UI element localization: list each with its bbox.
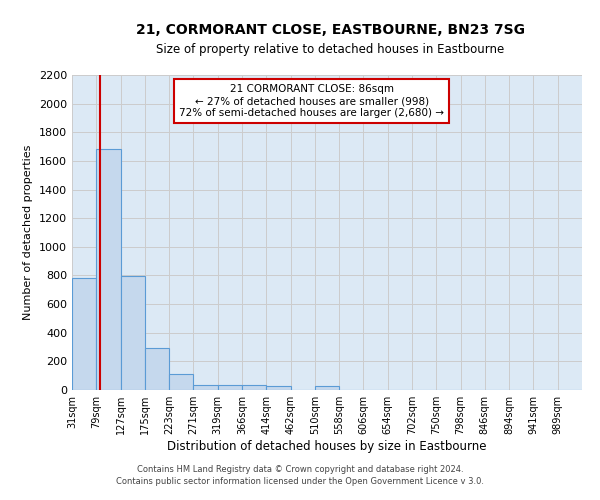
- Text: Contains HM Land Registry data © Crown copyright and database right 2024.: Contains HM Land Registry data © Crown c…: [137, 466, 463, 474]
- Y-axis label: Number of detached properties: Number of detached properties: [23, 145, 34, 320]
- Bar: [121, 276, 145, 390]
- Text: Contains public sector information licensed under the Open Government Licence v : Contains public sector information licen…: [116, 477, 484, 486]
- Bar: [96, 150, 121, 390]
- Bar: [242, 386, 266, 390]
- Text: Size of property relative to detached houses in Eastbourne: Size of property relative to detached ho…: [156, 42, 504, 56]
- X-axis label: Distribution of detached houses by size in Eastbourne: Distribution of detached houses by size …: [167, 440, 487, 453]
- Bar: [72, 278, 96, 390]
- Bar: [145, 348, 169, 390]
- Text: 21, CORMORANT CLOSE, EASTBOURNE, BN23 7SG: 21, CORMORANT CLOSE, EASTBOURNE, BN23 7S…: [136, 22, 524, 36]
- Bar: [193, 384, 218, 390]
- Text: 21 CORMORANT CLOSE: 86sqm
← 27% of detached houses are smaller (998)
72% of semi: 21 CORMORANT CLOSE: 86sqm ← 27% of detac…: [179, 84, 444, 117]
- Bar: [315, 386, 339, 390]
- Bar: [169, 374, 193, 390]
- Bar: [218, 386, 242, 390]
- Bar: [266, 386, 290, 390]
